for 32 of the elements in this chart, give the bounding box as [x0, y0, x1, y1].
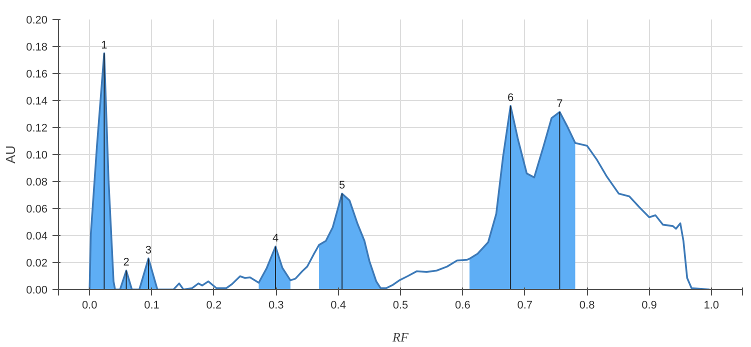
x-axis-title: RF: [392, 330, 410, 344]
y-tick-label: 0.02: [26, 258, 48, 270]
y-tick-label: 0.16: [26, 68, 48, 80]
y-tick-label: 0.12: [26, 122, 48, 134]
x-tick-label: 0.2: [206, 300, 222, 312]
annotation: 2: [123, 256, 130, 269]
y-tick-label: 0.00: [26, 284, 48, 296]
y-tick-label: 0.06: [26, 204, 48, 216]
x-tick-label: 0.4: [330, 300, 346, 312]
y-tick-label: 0.10: [26, 150, 48, 162]
annotation: 4: [272, 232, 279, 245]
x-tick-label: 0.6: [455, 300, 470, 312]
x-tick-label: 0.3: [268, 300, 284, 312]
x-tick-label: 0.1: [144, 300, 160, 312]
annotation: 1: [101, 39, 108, 52]
x-tick-label: 1.0: [704, 300, 720, 312]
x-tick-label: 0.8: [579, 300, 595, 312]
y-tick-label: 0.20: [26, 14, 48, 26]
x-tick-label: 0.7: [517, 300, 533, 312]
line-series: [88, 52, 710, 290]
x-tick-label: 0.9: [642, 300, 657, 312]
y-tick-label: 0.14: [26, 96, 48, 108]
y-tick-label: 0.18: [26, 42, 48, 54]
y-tick-label: 0.08: [26, 176, 48, 188]
annotation: 3: [145, 244, 152, 256]
y-tick-label: 0.04: [26, 230, 48, 242]
x-tick-label: 0.0: [82, 300, 98, 312]
annotation: 7: [556, 98, 563, 110]
annotation: 5: [338, 180, 346, 192]
y-axis-title: AU: [3, 145, 18, 164]
annotation: 6: [508, 92, 514, 104]
x-tick-label: 0.5: [392, 300, 408, 312]
